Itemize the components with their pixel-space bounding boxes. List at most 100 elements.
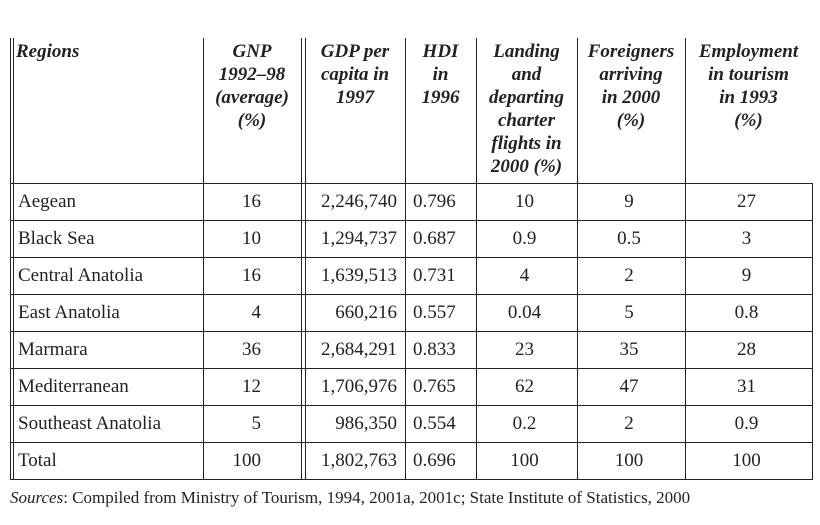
header-line: in 1993 [719,87,778,108]
value-cell: 100 [510,450,539,471]
value-cell: 5 [251,413,262,434]
note-label: Sources [10,488,64,507]
region-cell: Central Anatolia [18,265,144,286]
value-cell: 0.2 [512,413,537,434]
source-note: Sources: Compiled from Ministry of Touri… [10,488,690,508]
value-cell: 28 [737,339,756,360]
header-line: Regions [16,41,80,62]
value-cell: 1,802,763 [321,450,397,471]
column-rule [577,38,578,479]
value-cell: 0.9 [512,228,537,249]
region-cell: Total [18,450,57,471]
region-cell: Aegean [18,191,77,212]
value-cell: 0.687 [413,228,456,249]
header-line: 1992–98 [218,64,286,85]
header-cell: Foreigners arriving in 2000 (%) [577,40,685,132]
header-cell: GNP 1992–98 (average) (%) [203,40,301,132]
column-rule [10,38,11,479]
row-rule [10,479,813,480]
header-cell: Landing and departing charter flights in 2000… [476,40,577,178]
header-cell: Employment in tourism in 1993 (%) [685,40,812,132]
column-rule [476,38,477,479]
value-cell: 2 [624,265,634,286]
value-cell: 1,294,737 [321,228,397,249]
header-line: (%) [616,110,646,131]
column-rule [13,38,14,479]
value-cell: 0.8 [734,302,759,323]
header-line: Foreigners [587,41,675,62]
header-cell: Regions [14,40,205,63]
value-cell: 2,246,740 [321,191,397,212]
value-cell: 0.796 [413,191,456,212]
column-rule [203,38,204,479]
header-line: flights in [491,133,562,154]
header-line: GDP per [320,41,390,62]
column-rule [301,38,302,479]
value-cell: 2,684,291 [321,339,397,360]
row-rule [10,220,813,221]
value-cell: 4 [519,265,530,286]
value-cell: 10 [242,228,261,249]
header-line: (%) [237,110,267,131]
value-cell: 10 [515,191,534,212]
header-line: arriving [599,64,663,85]
header-line: charter [498,110,555,131]
value-cell: 1,706,976 [321,376,397,397]
column-rule [305,38,306,479]
header-line: HDI [422,41,459,62]
column-rule [685,38,686,479]
value-cell: 16 [242,265,261,286]
header-line: (average) [215,87,289,108]
value-cell: 31 [737,376,756,397]
header-line: in tourism [708,64,789,85]
value-cell: 62 [515,376,534,397]
value-cell: 16 [242,191,261,212]
header-line: in 2000 [601,87,661,108]
header-line: 2000 (%) [490,156,563,177]
header-line: 1997 [336,87,374,108]
value-cell: 0.731 [413,265,456,286]
region-cell: Southeast Anatolia [18,413,162,434]
value-cell: 5 [624,302,634,323]
value-cell: 100 [232,450,262,471]
value-cell: 23 [515,339,534,360]
row-rule [10,331,813,332]
header-line: 1996 [421,87,460,108]
note-text: : Compiled from Ministry of Tourism, 199… [63,488,691,507]
value-cell: 36 [242,339,261,360]
header-line: Employment [698,41,799,62]
value-cell: 2 [624,413,634,434]
value-cell: 660,216 [335,302,397,323]
value-cell: 4 [251,302,262,323]
column-rule [405,38,406,479]
value-cell: 0.04 [507,302,542,323]
value-cell: 47 [619,376,639,397]
value-cell: 0.557 [413,302,456,323]
value-cell: 35 [619,339,639,360]
row-rule [10,405,813,406]
value-cell: 12 [242,376,261,397]
value-cell: 0.554 [413,413,456,434]
region-cell: Black Sea [18,228,95,249]
value-cell: 9 [741,265,752,286]
value-cell: 0.9 [734,413,759,434]
value-cell: 0.5 [617,228,641,249]
value-cell: 0.696 [413,450,456,471]
header-line: capita in [320,64,390,85]
row-rule [10,442,813,443]
region-cell: Mediterranean [18,376,129,397]
row-rule [10,368,813,369]
value-cell: 1,639,513 [321,265,397,286]
value-cell: 986,350 [335,413,397,434]
row-rule [10,183,813,184]
value-cell: 0.765 [413,376,456,397]
header-line: (%) [734,110,763,131]
value-cell: 0.833 [413,339,456,360]
region-cell: Marmara [18,339,88,360]
row-rule [10,294,813,295]
value-cell: 27 [737,191,756,212]
value-cell: 3 [741,228,752,249]
header-cell: GDP per capita in 1997 [305,40,405,109]
value-cell: 100 [732,450,761,471]
